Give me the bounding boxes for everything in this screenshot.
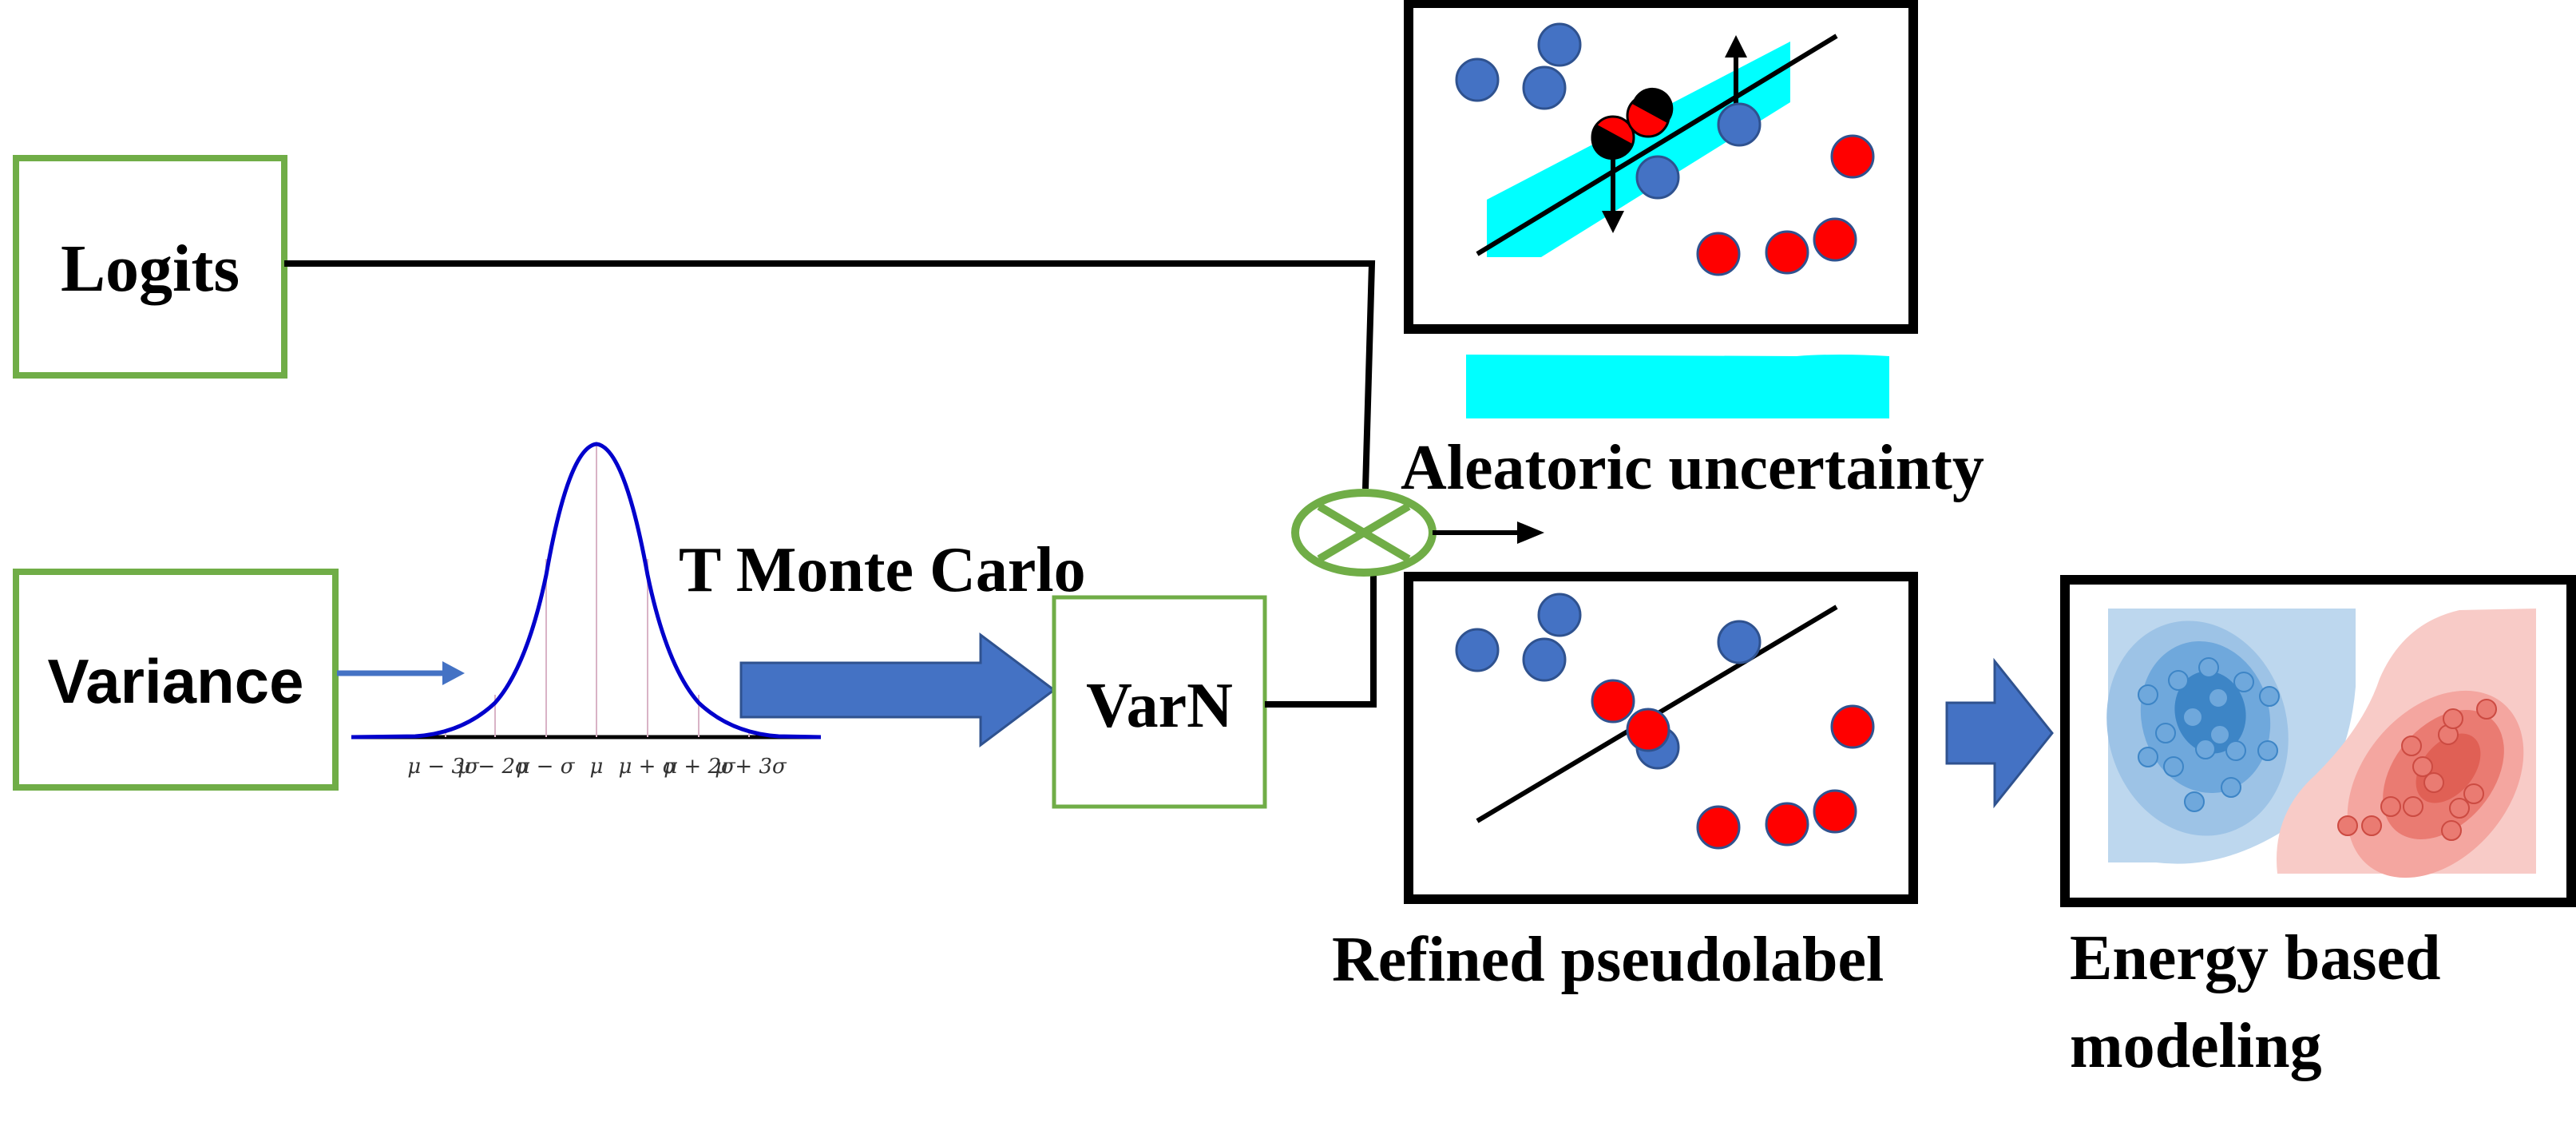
data-point-red <box>1765 802 1809 847</box>
energy-blob-red <box>2277 609 2536 878</box>
energy-label-line1: Energy based <box>2070 923 2441 993</box>
tick-mu-plus-sigma: μ + σ <box>619 755 678 779</box>
data-point-red <box>1696 232 1741 276</box>
data-point-red <box>1830 134 1875 179</box>
data-point-red <box>1591 679 1635 724</box>
logits-box: Logits <box>13 155 287 379</box>
data-point-uncertain <box>1591 115 1635 161</box>
multiply-output-arrow <box>1433 521 1544 544</box>
tick-mu-minus-3sigma: μ − 3σ <box>407 755 480 779</box>
data-point-blue <box>1537 593 1582 637</box>
monte-carlo-arrow <box>739 632 1056 747</box>
tick-mu: μ <box>590 755 604 779</box>
monte-carlo-label: T Monte Carlo <box>679 535 1086 605</box>
refined-pseudolabel-plot <box>1404 572 1918 904</box>
data-point-red <box>1696 805 1741 850</box>
data-point-blue <box>1537 22 1582 67</box>
data-point-red <box>1765 230 1809 275</box>
tick-mu-minus-sigma: μ − σ <box>517 755 576 779</box>
variance-to-gaussian-arrow <box>337 661 465 685</box>
data-point-blue <box>1455 57 1500 102</box>
energy-based-plot <box>2060 575 2576 907</box>
aleatoric-plot <box>1404 0 1918 334</box>
tick-mu-plus-2sigma: μ + 2σ <box>664 755 736 779</box>
data-point-blue <box>1522 65 1567 110</box>
data-point-red <box>1813 217 1857 262</box>
data-point-blue <box>1455 628 1500 672</box>
circle-times-icon <box>1291 489 1437 577</box>
data-point-blue <box>1635 155 1680 200</box>
variance-label: Variance <box>48 646 304 716</box>
gaussian-distribution: μ − 3σ μ − 2σ μ − σ μ μ + σ μ + 2σ μ + 3… <box>351 442 822 779</box>
varn-box: VarN <box>1052 595 1267 809</box>
varn-label: VarN <box>1086 671 1233 741</box>
connector-lines <box>284 260 1377 708</box>
energy-arrow <box>1945 657 2054 809</box>
tick-mu-plus-3sigma: μ + 3σ <box>715 755 787 779</box>
logits-label: Logits <box>61 232 240 306</box>
data-point-blue <box>1717 102 1762 147</box>
refined-pseudolabel-label: Refined pseudolabel <box>1332 925 1884 995</box>
variance-box: Variance <box>13 569 339 791</box>
tick-mu-minus-2sigma: μ − 2σ <box>458 755 530 779</box>
data-point-red <box>1813 789 1857 834</box>
data-point-blue <box>1717 620 1762 664</box>
down-arrow-icon <box>1602 158 1624 233</box>
uncertainty-legend-swatch <box>1466 355 1889 418</box>
data-point-uncertain <box>1626 87 1674 138</box>
energy-label-line2: modeling <box>2070 1011 2322 1081</box>
aleatoric-label: Aleatoric uncertainty <box>1401 433 1984 503</box>
data-point-red <box>1830 704 1875 749</box>
data-point-blue <box>1522 637 1567 682</box>
gaussian-curve <box>351 442 822 739</box>
data-point-red <box>1626 708 1670 752</box>
